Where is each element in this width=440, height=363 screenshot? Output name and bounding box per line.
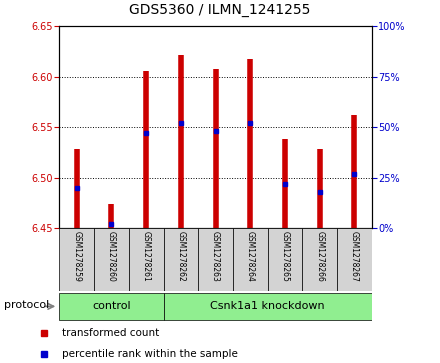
Bar [337,228,372,291]
Text: GSM1278264: GSM1278264 [246,231,255,282]
Text: GSM1278261: GSM1278261 [142,231,150,282]
Text: GSM1278265: GSM1278265 [281,231,290,282]
Text: transformed count: transformed count [62,328,159,338]
Text: protocol: protocol [4,300,50,310]
Text: GSM1278262: GSM1278262 [176,231,185,282]
Text: GSM1278263: GSM1278263 [211,231,220,282]
Bar [233,228,268,291]
Bar [59,228,94,291]
Bar [268,228,302,291]
Text: GSM1278259: GSM1278259 [72,231,81,282]
Text: GSM1278260: GSM1278260 [107,231,116,282]
Bar [302,228,337,291]
Text: GDS5360 / ILMN_1241255: GDS5360 / ILMN_1241255 [129,3,311,17]
Bar [59,293,164,320]
Text: GSM1278266: GSM1278266 [315,231,324,282]
Bar [129,228,164,291]
Bar [198,228,233,291]
Text: percentile rank within the sample: percentile rank within the sample [62,349,238,359]
Text: Csnk1a1 knockdown: Csnk1a1 knockdown [210,301,325,311]
Text: control: control [92,301,131,311]
Text: GSM1278267: GSM1278267 [350,231,359,282]
Bar [164,293,372,320]
Bar [164,228,198,291]
Bar [94,228,129,291]
